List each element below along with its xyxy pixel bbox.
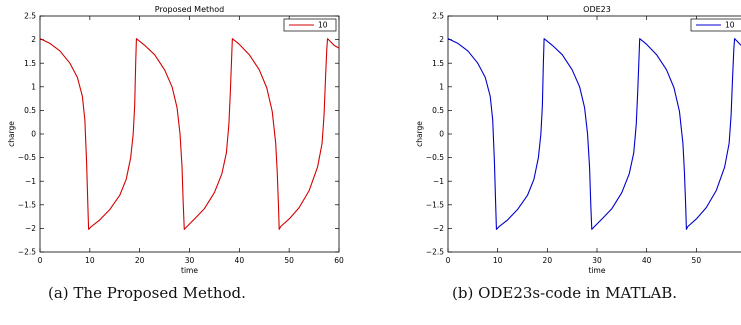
- caption-a: (a) The Proposed Method.: [48, 284, 246, 302]
- x-tick-label: 20: [135, 256, 145, 265]
- y-tick-label: −1: [433, 177, 444, 186]
- y-tick-label: −2: [433, 224, 444, 233]
- y-tick-label: 1.5: [24, 59, 36, 68]
- x-tick-label: 50: [284, 256, 294, 265]
- chart-title: Proposed Method: [155, 5, 224, 14]
- legend-label: 10: [318, 21, 328, 30]
- y-tick-label: 0.5: [432, 106, 444, 115]
- caption-b: (b) ODE23s-code in MATLAB.: [452, 284, 678, 302]
- x-tick-label: 0: [446, 256, 451, 265]
- y-tick-label: −0.5: [18, 153, 36, 162]
- y-tick-label: −2.5: [426, 248, 444, 257]
- y-tick-label: 0.5: [24, 106, 36, 115]
- chart-panel-2: ODE230102030405060−2.5−2−1.5−1−0.500.511…: [415, 5, 741, 275]
- x-tick-label: 10: [493, 256, 503, 265]
- y-tick-label: 1: [439, 82, 444, 91]
- y-tick-label: −2: [25, 224, 36, 233]
- x-axis-label: time: [589, 266, 606, 275]
- y-tick-label: 1: [31, 82, 36, 91]
- y-tick-label: 2.5: [24, 12, 36, 21]
- y-tick-label: 2: [31, 35, 36, 44]
- y-tick-label: −1: [25, 177, 36, 186]
- plot-area: [39, 15, 340, 253]
- x-tick-label: 50: [692, 256, 702, 265]
- y-axis-label: charge: [7, 121, 16, 147]
- x-axis-label: time: [181, 266, 198, 275]
- legend-label: 10: [725, 21, 735, 30]
- x-tick-label: 40: [235, 256, 245, 265]
- x-tick-label: 30: [592, 256, 602, 265]
- chart-title: ODE23: [583, 5, 611, 14]
- x-tick-label: 60: [334, 256, 344, 265]
- y-tick-label: 1.5: [432, 59, 444, 68]
- plot-area: [447, 15, 741, 253]
- series-line-10: [448, 38, 741, 230]
- y-tick-label: 0: [31, 130, 36, 139]
- y-tick-label: −1.5: [18, 200, 36, 209]
- y-tick-label: 0: [439, 130, 444, 139]
- y-axis-label: charge: [415, 121, 424, 147]
- x-tick-label: 10: [85, 256, 95, 265]
- y-tick-label: −1.5: [426, 200, 444, 209]
- x-tick-label: 0: [38, 256, 43, 265]
- x-tick-label: 40: [642, 256, 652, 265]
- x-tick-label: 20: [543, 256, 553, 265]
- series-line-10: [40, 38, 339, 230]
- y-tick-label: 2: [439, 35, 444, 44]
- y-tick-label: −0.5: [426, 153, 444, 162]
- x-tick-label: 30: [185, 256, 195, 265]
- y-tick-label: 2.5: [432, 12, 444, 21]
- y-tick-label: −2.5: [18, 248, 36, 257]
